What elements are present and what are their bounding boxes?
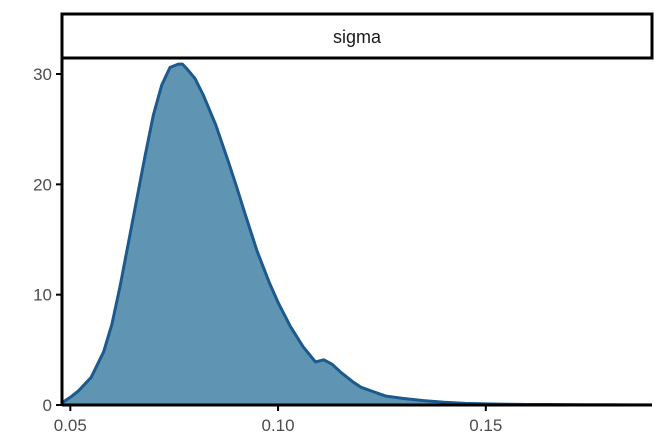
density-area bbox=[62, 64, 652, 405]
y-tick-label: 0 bbox=[43, 396, 52, 415]
facet-strip-box bbox=[60, 12, 654, 60]
x-tick-label: 0.15 bbox=[469, 416, 502, 435]
facet-strip-label: sigma bbox=[333, 27, 382, 47]
x-tick-label: 0.10 bbox=[262, 416, 295, 435]
facet-strip: sigma bbox=[60, 12, 654, 60]
y-tick-label: 10 bbox=[33, 286, 52, 305]
y-tick-label: 20 bbox=[33, 175, 52, 194]
y-tick-label: 30 bbox=[33, 65, 52, 84]
axes: 0 10 20 30 0.05 0.10 0.15 bbox=[33, 58, 652, 435]
plot-panel bbox=[61, 62, 652, 407]
x-ticks: 0.05 0.10 0.15 bbox=[54, 405, 502, 435]
y-ticks: 0 10 20 30 bbox=[33, 65, 62, 415]
x-tick-label: 0.05 bbox=[54, 416, 87, 435]
